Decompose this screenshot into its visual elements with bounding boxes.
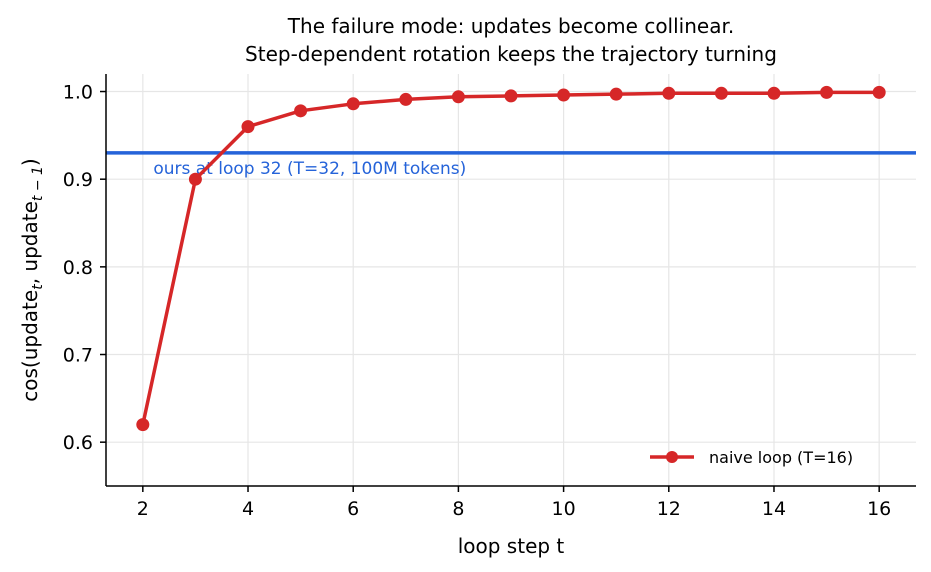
y-tick-label: 0.7 — [63, 345, 93, 367]
data-point — [451, 90, 465, 104]
x-tick-label: 6 — [347, 498, 359, 520]
legend-marker — [666, 451, 678, 463]
series-group — [136, 85, 886, 432]
data-point — [346, 97, 360, 111]
x-tick-label: 14 — [762, 498, 786, 520]
reference-line-label: ours at loop 32 (T=32, 100M tokens) — [153, 159, 466, 179]
data-point — [872, 85, 886, 99]
y-tick-label: 0.8 — [63, 257, 93, 279]
x-tick-label: 12 — [657, 498, 681, 520]
grid — [106, 74, 916, 486]
y-axis-label-sub1: t — [30, 284, 46, 290]
x-tick-label: 16 — [867, 498, 891, 520]
chart-title-line2: Step-dependent rotation keeps the trajec… — [245, 42, 777, 66]
data-point — [504, 89, 518, 103]
y-tick-label: 0.6 — [63, 432, 93, 454]
y-tick-label: 0.9 — [63, 169, 93, 191]
reference-line-group: ours at loop 32 (T=32, 100M tokens) — [106, 151, 916, 179]
data-point — [188, 172, 202, 186]
axes — [105, 74, 916, 487]
ticks: 2 4 6 8 10 12 14 16 0.6 0.7 0.8 0.9 1.0 — [63, 82, 891, 520]
y-axis-label-main: cos(update — [18, 290, 42, 402]
y-tick-label: 1.0 — [63, 82, 93, 104]
data-point — [662, 86, 676, 100]
y-axis-label-mid: , update — [18, 201, 42, 284]
data-point — [136, 418, 150, 432]
x-tick-label: 8 — [452, 498, 464, 520]
data-point — [294, 104, 308, 118]
y-axis-label: cos(updatet, updatet − 1) — [18, 158, 46, 401]
y-axis-label-end: ) — [18, 158, 42, 166]
data-point — [767, 86, 781, 100]
data-point — [399, 92, 413, 106]
chart-title-line1: The failure mode: updates become colline… — [287, 14, 734, 38]
legend-label: naive loop (T=16) — [709, 448, 853, 467]
data-point — [241, 120, 255, 134]
x-axis-label: loop step t — [458, 534, 565, 558]
x-tick-label: 10 — [552, 498, 576, 520]
x-tick-label: 2 — [137, 498, 149, 520]
series-line — [141, 90, 880, 426]
data-point — [714, 86, 728, 100]
data-point — [609, 87, 623, 101]
data-point — [820, 85, 834, 99]
data-point — [557, 88, 571, 102]
legend: naive loop (T=16) — [650, 448, 853, 467]
x-tick-label: 4 — [242, 498, 254, 520]
y-axis-label-sub2: t − 1 — [30, 166, 46, 201]
